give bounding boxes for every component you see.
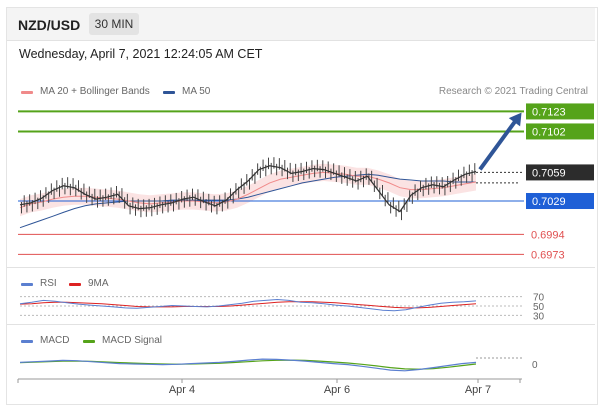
resistance-label-box — [526, 123, 594, 140]
ma20-legend-label: MA 20 + Bollinger Bands — [40, 86, 150, 97]
last-price-box — [526, 164, 594, 181]
resistance-label: 0.7102 — [532, 126, 566, 138]
timeframe-badge[interactable]: 30 MIN — [89, 13, 139, 35]
price-line — [19, 165, 477, 213]
resistance-label-box — [526, 103, 594, 120]
last-price-label: 0.7059 — [532, 167, 566, 179]
support-label: 0.6994 — [531, 229, 565, 241]
macd-zero-label: 0 — [532, 360, 538, 371]
rsi-tick-label: 30 — [533, 311, 545, 322]
macd-legend-label: MACD — [40, 335, 70, 346]
rsi-ma-line — [19, 301, 477, 309]
support-label: 0.6973 — [531, 249, 565, 261]
pivot-label: 0.7029 — [532, 196, 566, 208]
currency-pair: NZD/USD — [18, 17, 81, 33]
macd-legend-swatch — [21, 340, 33, 343]
macd-line — [19, 358, 477, 372]
resistance-label: 0.7123 — [532, 106, 566, 118]
ma50-legend-label: MA 50 — [182, 86, 211, 97]
x-tick-label: Apr 4 — [169, 384, 195, 396]
ma50-line — [19, 173, 476, 229]
rsi-ma-legend-swatch — [69, 283, 81, 286]
rsi-tick-label: 70 — [533, 293, 545, 304]
forecast-arrow-shaft — [478, 116, 520, 171]
panel-separator — [7, 267, 595, 268]
pivot-label-box — [526, 193, 594, 210]
macd-signal-legend-label: MACD Signal — [102, 335, 163, 346]
x-tick-label: Apr 6 — [324, 384, 350, 396]
bollinger-band-area — [20, 163, 476, 217]
report-datetime: Wednesday, April 7, 2021 12:24:05 AM CET — [19, 47, 263, 61]
rsi-legend-swatch — [21, 283, 33, 286]
ma20-legend-swatch — [21, 91, 33, 94]
ma20-line — [19, 171, 477, 209]
research-credit: Research © 2021 Trading Central — [438, 86, 588, 97]
rsi-ma-legend-label: 9MA — [88, 278, 109, 289]
panel-separator — [7, 324, 595, 325]
rsi-tick-label: 50 — [533, 302, 545, 313]
macd-signal-legend-swatch — [83, 340, 95, 343]
rsi-legend-label: RSI — [40, 278, 57, 289]
ma50-legend-swatch — [163, 91, 175, 94]
x-tick-label: Apr 7 — [465, 384, 491, 396]
forecast-arrow-head — [508, 112, 522, 127]
rsi-line — [19, 298, 477, 312]
chart-header: NZD/USD 30 MIN — [7, 8, 595, 41]
